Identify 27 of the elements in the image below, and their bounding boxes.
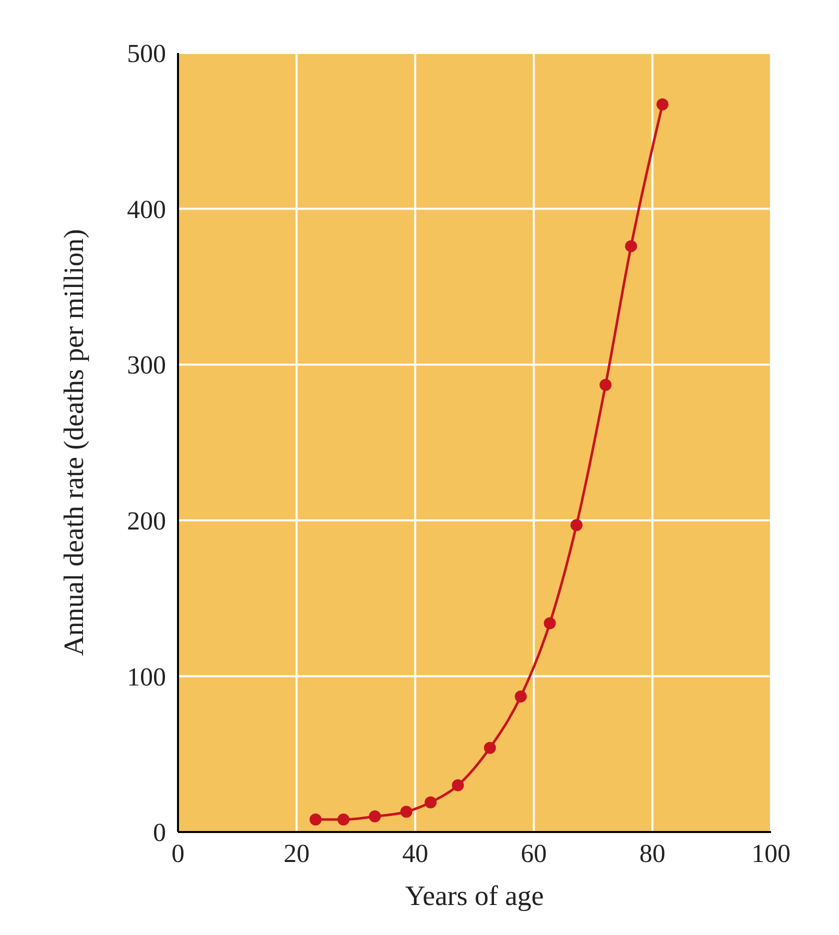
x-tick-label: 80 — [639, 839, 666, 868]
x-tick-label: 100 — [752, 839, 790, 868]
point — [337, 814, 350, 826]
x-tick-label: 40 — [402, 839, 428, 868]
point — [625, 240, 638, 252]
x-tick-label: 0 — [172, 839, 184, 868]
x-tick-label: 60 — [520, 839, 547, 868]
y-tick-label: 200 — [127, 506, 166, 536]
point — [400, 806, 412, 818]
x-axis-title: Years of age — [405, 881, 544, 912]
point — [600, 378, 612, 391]
y-axis-title: Annual death rate (deaths per million) — [59, 229, 90, 656]
point — [310, 814, 322, 826]
y-tick-label: 0 — [153, 818, 166, 848]
point — [368, 810, 381, 822]
point — [570, 519, 582, 532]
point — [484, 742, 496, 754]
point — [424, 796, 437, 808]
y-tick-label: 400 — [127, 194, 166, 224]
point — [514, 690, 527, 702]
y-tick-label: 500 — [127, 39, 166, 68]
point — [452, 779, 464, 792]
y-tick-label: 100 — [127, 662, 166, 692]
y-tick-label: 300 — [127, 350, 166, 380]
point — [544, 617, 556, 630]
x-tick-label: 20 — [284, 839, 310, 868]
point — [656, 98, 668, 110]
